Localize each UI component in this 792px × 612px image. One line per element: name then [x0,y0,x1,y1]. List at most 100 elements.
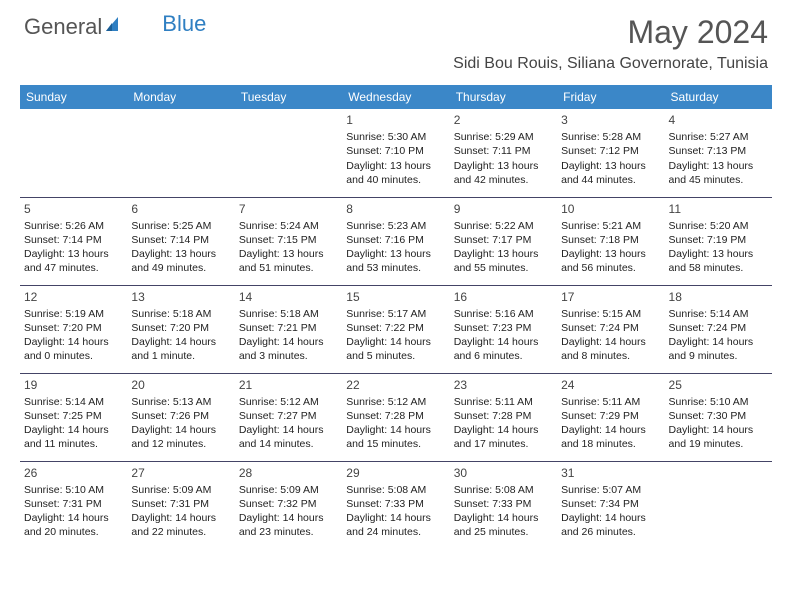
daylight-text: Daylight: 13 hours and 55 minutes. [454,247,553,275]
day-cell: 5Sunrise: 5:26 AMSunset: 7:14 PMDaylight… [20,197,127,285]
sunset-text: Sunset: 7:20 PM [24,321,123,335]
sunrise-text: Sunrise: 5:28 AM [561,130,660,144]
day-cell: 11Sunrise: 5:20 AMSunset: 7:19 PMDayligh… [665,197,772,285]
daylight-text: Daylight: 14 hours and 25 minutes. [454,511,553,539]
day-number: 19 [24,377,123,393]
day-cell: 10Sunrise: 5:21 AMSunset: 7:18 PMDayligh… [557,197,664,285]
day-number: 1 [346,112,445,128]
day-cell: 6Sunrise: 5:25 AMSunset: 7:14 PMDaylight… [127,197,234,285]
sunrise-text: Sunrise: 5:17 AM [346,307,445,321]
sunrise-text: Sunrise: 5:25 AM [131,219,230,233]
day-number: 12 [24,289,123,305]
week-row: 26Sunrise: 5:10 AMSunset: 7:31 PMDayligh… [20,461,772,549]
day-cell: 14Sunrise: 5:18 AMSunset: 7:21 PMDayligh… [235,285,342,373]
sunset-text: Sunset: 7:26 PM [131,409,230,423]
sunset-text: Sunset: 7:28 PM [346,409,445,423]
daylight-text: Daylight: 14 hours and 24 minutes. [346,511,445,539]
location-subtitle: Sidi Bou Rouis, Siliana Governorate, Tun… [453,55,768,73]
sunset-text: Sunset: 7:17 PM [454,233,553,247]
daylight-text: Daylight: 14 hours and 22 minutes. [131,511,230,539]
sunset-text: Sunset: 7:33 PM [454,497,553,511]
day-number: 29 [346,465,445,481]
sunset-text: Sunset: 7:13 PM [669,144,768,158]
sunrise-text: Sunrise: 5:15 AM [561,307,660,321]
week-row: 5Sunrise: 5:26 AMSunset: 7:14 PMDaylight… [20,197,772,285]
daylight-text: Daylight: 14 hours and 19 minutes. [669,423,768,451]
daylight-text: Daylight: 14 hours and 8 minutes. [561,335,660,363]
day-cell: 13Sunrise: 5:18 AMSunset: 7:20 PMDayligh… [127,285,234,373]
daylight-text: Daylight: 13 hours and 47 minutes. [24,247,123,275]
day-header-row: Sunday Monday Tuesday Wednesday Thursday… [20,85,772,109]
day-cell: 15Sunrise: 5:17 AMSunset: 7:22 PMDayligh… [342,285,449,373]
daylight-text: Daylight: 13 hours and 49 minutes. [131,247,230,275]
sunrise-text: Sunrise: 5:08 AM [346,483,445,497]
sunset-text: Sunset: 7:31 PM [24,497,123,511]
daylight-text: Daylight: 14 hours and 12 minutes. [131,423,230,451]
day-number: 15 [346,289,445,305]
day-number: 17 [561,289,660,305]
day-number: 4 [669,112,768,128]
sunrise-text: Sunrise: 5:23 AM [346,219,445,233]
daylight-text: Daylight: 14 hours and 26 minutes. [561,511,660,539]
sunset-text: Sunset: 7:24 PM [561,321,660,335]
day-number: 10 [561,201,660,217]
sunset-text: Sunset: 7:19 PM [669,233,768,247]
logo-text-general: General [24,14,102,40]
sunset-text: Sunset: 7:21 PM [239,321,338,335]
daylight-text: Daylight: 14 hours and 18 minutes. [561,423,660,451]
sunset-text: Sunset: 7:31 PM [131,497,230,511]
sunset-text: Sunset: 7:27 PM [239,409,338,423]
daylight-text: Daylight: 14 hours and 1 minute. [131,335,230,363]
day-number: 23 [454,377,553,393]
day-header-cell: Thursday [450,85,557,109]
day-cell: 29 Sunrise: 5:08 AMSunset: 7:33 PMDayligh… [342,461,449,549]
calendar-table: Sunday Monday Tuesday Wednesday Thursday… [20,85,772,549]
sunset-text: Sunset: 7:22 PM [346,321,445,335]
sunrise-text: Sunrise: 5:24 AM [239,219,338,233]
day-cell: 7Sunrise: 5:24 AMSunset: 7:15 PMDaylight… [235,197,342,285]
day-header-cell: Sunday [20,85,127,109]
sunset-text: Sunset: 7:30 PM [669,409,768,423]
daylight-text: Daylight: 13 hours and 40 minutes. [346,159,445,187]
day-cell: 24Sunrise: 5:11 AMSunset: 7:29 PMDayligh… [557,373,664,461]
sunrise-text: Sunrise: 5:16 AM [454,307,553,321]
day-number: 20 [131,377,230,393]
day-number: 2 [454,112,553,128]
sunrise-text: Sunrise: 5:11 AM [454,395,553,409]
day-cell: 23Sunrise: 5:11 AMSunset: 7:28 PMDayligh… [450,373,557,461]
daylight-text: Daylight: 13 hours and 44 minutes. [561,159,660,187]
day-header-cell: Friday [557,85,664,109]
title-block: May 2024 Sidi Bou Rouis, Siliana Governo… [453,14,768,73]
day-number: 7 [239,201,338,217]
day-cell: 19Sunrise: 5:14 AMSunset: 7:25 PMDayligh… [20,373,127,461]
day-cell: 26Sunrise: 5:10 AMSunset: 7:31 PMDayligh… [20,461,127,549]
daylight-text: Daylight: 14 hours and 3 minutes. [239,335,338,363]
sunrise-text: Sunrise: 5:11 AM [561,395,660,409]
sunrise-text: Sunrise: 5:22 AM [454,219,553,233]
daylight-text: Daylight: 14 hours and 14 minutes. [239,423,338,451]
day-number: 18 [669,289,768,305]
day-number: 25 [669,377,768,393]
daylight-text: Daylight: 13 hours and 42 minutes. [454,159,553,187]
daylight-text: Daylight: 14 hours and 23 minutes. [239,511,338,539]
sunrise-text: Sunrise: 5:10 AM [24,483,123,497]
day-number: 22 [346,377,445,393]
day-cell: 4Sunrise: 5:27 AMSunset: 7:13 PMDaylight… [665,109,772,197]
day-number: 16 [454,289,553,305]
sunrise-text: Sunrise: 5:27 AM [669,130,768,144]
day-cell: 25Sunrise: 5:10 AMSunset: 7:30 PMDayligh… [665,373,772,461]
daylight-text: Daylight: 14 hours and 17 minutes. [454,423,553,451]
sunset-text: Sunset: 7:18 PM [561,233,660,247]
day-header-cell: Saturday [665,85,772,109]
day-cell: 22Sunrise: 5:12 AMSunset: 7:28 PMDayligh… [342,373,449,461]
day-cell [20,109,127,197]
day-cell [235,109,342,197]
sunset-text: Sunset: 7:10 PM [346,144,445,158]
sunset-text: Sunset: 7:15 PM [239,233,338,247]
day-number: 5 [24,201,123,217]
sunrise-text: Sunrise: 5:18 AM [239,307,338,321]
day-number: 26 [24,465,123,481]
sunrise-text: Sunrise: 5:13 AM [131,395,230,409]
sunset-text: Sunset: 7:33 PM [346,497,445,511]
sunrise-text: Sunrise: 5:12 AM [346,395,445,409]
